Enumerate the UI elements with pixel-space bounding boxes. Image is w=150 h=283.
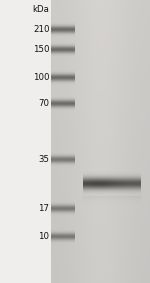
Text: 35: 35 bbox=[39, 155, 50, 164]
Text: 17: 17 bbox=[39, 203, 50, 213]
Text: 210: 210 bbox=[33, 25, 50, 34]
Text: 70: 70 bbox=[39, 99, 50, 108]
Text: 100: 100 bbox=[33, 73, 50, 82]
Text: 10: 10 bbox=[39, 232, 50, 241]
Text: 150: 150 bbox=[33, 45, 50, 54]
Text: kDa: kDa bbox=[33, 5, 50, 14]
